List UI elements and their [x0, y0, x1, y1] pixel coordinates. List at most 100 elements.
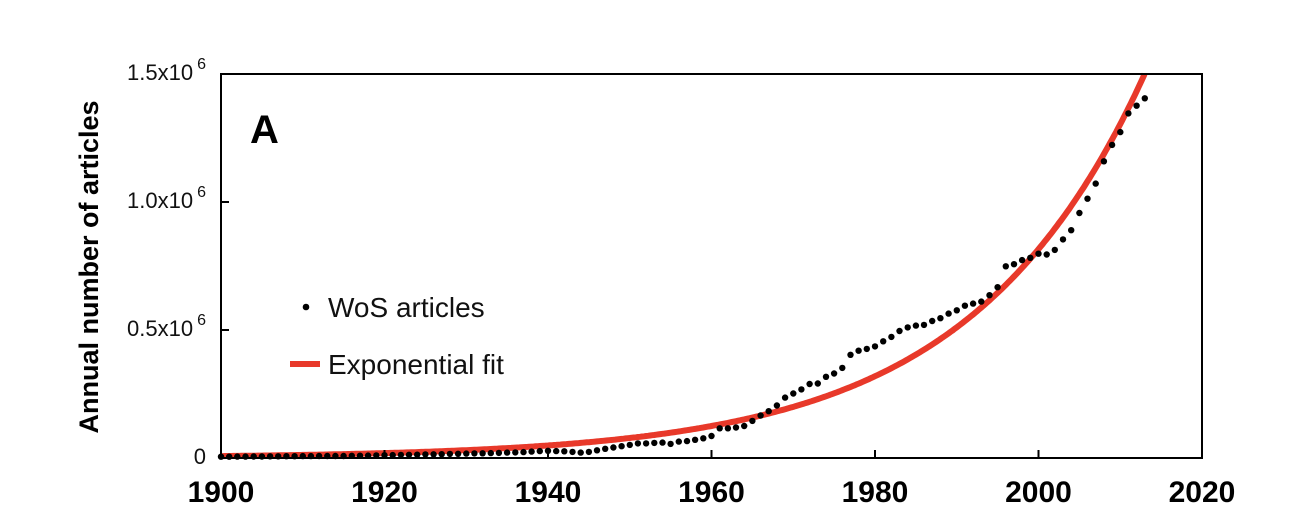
data-point-wos-1986	[920, 321, 928, 329]
data-point-wos-1975	[830, 370, 838, 377]
data-point-wos-2010	[1117, 128, 1124, 136]
data-point-wos-1926	[430, 451, 437, 458]
data-point-wos-2002	[1051, 246, 1059, 254]
data-point-wos-1958	[691, 436, 699, 443]
legend-label-exponential-fit: Exponential fit	[328, 349, 504, 380]
x-tick-label-1920: 1920	[351, 476, 418, 509]
data-point-wos-1921	[389, 451, 396, 459]
data-point-wos-1991	[961, 302, 969, 309]
data-point-wos-1952	[642, 440, 650, 447]
data-point-wos-1941	[553, 447, 560, 455]
data-point-wos-1928	[446, 450, 454, 458]
data-point-wos-1919	[373, 452, 380, 459]
data-point-wos-1964	[741, 422, 748, 430]
legend: WoS articles Exponential fit	[290, 292, 504, 380]
data-point-wos-1942	[561, 448, 568, 455]
data-point-wos-1927	[438, 451, 445, 458]
data-point-wos-1985	[912, 322, 920, 329]
data-point-wos-1938	[528, 448, 535, 455]
data-point-wos-1970	[790, 390, 797, 397]
data-point-wos-2011	[1125, 110, 1132, 117]
data-point-wos-1949	[618, 443, 625, 450]
data-point-wos-1967	[765, 408, 772, 415]
data-point-wos-1943	[569, 448, 576, 456]
data-point-wos-1997	[1010, 261, 1018, 268]
data-point-wos-2000	[1035, 250, 1042, 257]
data-point-wos-1929	[454, 450, 462, 457]
data-point-wos-1976	[839, 364, 846, 372]
data-point-wos-1933	[487, 449, 494, 457]
data-point-wos-1960	[708, 432, 715, 440]
data-point-wos-1962	[724, 425, 732, 432]
data-point-wos-1988	[937, 315, 944, 322]
y-tick-label-0: 0	[194, 444, 206, 469]
data-point-wos-1939	[536, 447, 543, 455]
plot-frame	[220, 73, 1203, 459]
data-point-wos-1947	[602, 445, 609, 452]
data-point-wos-1955	[667, 440, 674, 448]
panel-label: A	[250, 108, 279, 152]
data-point-wos-1974	[822, 373, 830, 380]
legend-label-wos-articles: WoS articles	[328, 292, 485, 323]
y-tick-label-2: 1.0x10 6	[127, 184, 206, 213]
data-point-wos-1966	[757, 412, 764, 419]
data-point-wos-2013	[1141, 95, 1149, 102]
data-point-wos-1978	[855, 347, 862, 354]
data-point-wos-1932	[479, 450, 486, 457]
data-point-wos-1983	[896, 327, 903, 335]
y-tick-label-3: 1.5x10 6	[127, 56, 206, 85]
data-point-wos-1971	[798, 386, 805, 393]
data-point-wos-1923	[405, 451, 413, 458]
data-point-wos-2008	[1100, 158, 1108, 165]
data-point-wos-1984	[904, 324, 911, 331]
data-point-wos-1944	[577, 449, 584, 456]
data-point-wos-1989	[945, 310, 952, 317]
data-point-wos-1956	[675, 438, 682, 445]
data-point-wos-1979	[863, 345, 870, 353]
data-point-wos-1993	[978, 298, 985, 305]
data-point-wos-1980	[871, 343, 879, 350]
data-point-wos-1969	[781, 394, 789, 401]
data-point-wos-1924	[414, 451, 421, 458]
data-point-wos-1992	[969, 300, 977, 307]
data-point-wos-1945	[585, 448, 593, 456]
x-tick-label-2000: 2000	[1005, 476, 1072, 509]
data-point-wos-1987	[929, 317, 936, 325]
x-tick-label-1940: 1940	[515, 476, 582, 509]
data-point-wos-1934	[495, 449, 503, 457]
data-point-wos-2009	[1108, 141, 1116, 149]
x-tick-label-1960: 1960	[678, 476, 745, 509]
axes: 1900 1920 1940 1960 1980 2000 2020 0 0.5x10 6 1.0x…	[127, 56, 1235, 509]
data-point-wos-2005	[1076, 209, 1083, 217]
data-point-wos-1922	[397, 451, 405, 459]
data-point-wos-1961	[716, 425, 723, 432]
data-point-wos-1995	[994, 284, 1001, 291]
data-point-wos-1930	[463, 450, 470, 457]
x-tick-label-1980: 1980	[842, 476, 909, 509]
data-point-wos-1994	[986, 292, 993, 299]
data-point-wos-1981	[880, 338, 887, 345]
data-point-wos-2006	[1084, 195, 1091, 202]
data-point-wos-1950	[626, 441, 633, 449]
data-point-wos-2007	[1092, 180, 1099, 187]
data-point-wos-1937	[520, 448, 527, 456]
data-point-wos-1925	[422, 451, 429, 458]
data-point-wos-1965	[749, 417, 756, 425]
data-point-wos-1968	[773, 402, 781, 409]
data-point-wos-1973	[814, 380, 821, 387]
x-tick-label-2020: 2020	[1169, 476, 1236, 509]
data-point-wos-1935	[503, 449, 511, 456]
data-point-wos-1954	[659, 439, 666, 446]
data-point-wos-1998	[1018, 256, 1026, 264]
data-point-wos-1990	[953, 307, 960, 314]
y-axis-label: Annual number of articles	[74, 100, 104, 433]
data-point-wos-1936	[512, 449, 519, 456]
data-point-wos-1957	[683, 437, 691, 445]
data-point-wos-1946	[593, 447, 601, 454]
data-point-wos-2012	[1133, 102, 1140, 109]
data-point-wos-1977	[847, 351, 854, 358]
data-point-wos-1996	[1002, 263, 1009, 270]
data-point-wos-2001	[1043, 251, 1050, 258]
data-point-wos-1982	[888, 333, 895, 341]
